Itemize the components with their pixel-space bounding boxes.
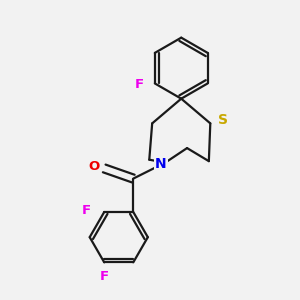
Text: N: N <box>155 157 167 171</box>
Text: S: S <box>218 113 228 128</box>
Text: F: F <box>82 204 92 217</box>
Text: F: F <box>134 78 143 92</box>
Text: F: F <box>100 270 109 284</box>
Text: O: O <box>88 160 100 173</box>
